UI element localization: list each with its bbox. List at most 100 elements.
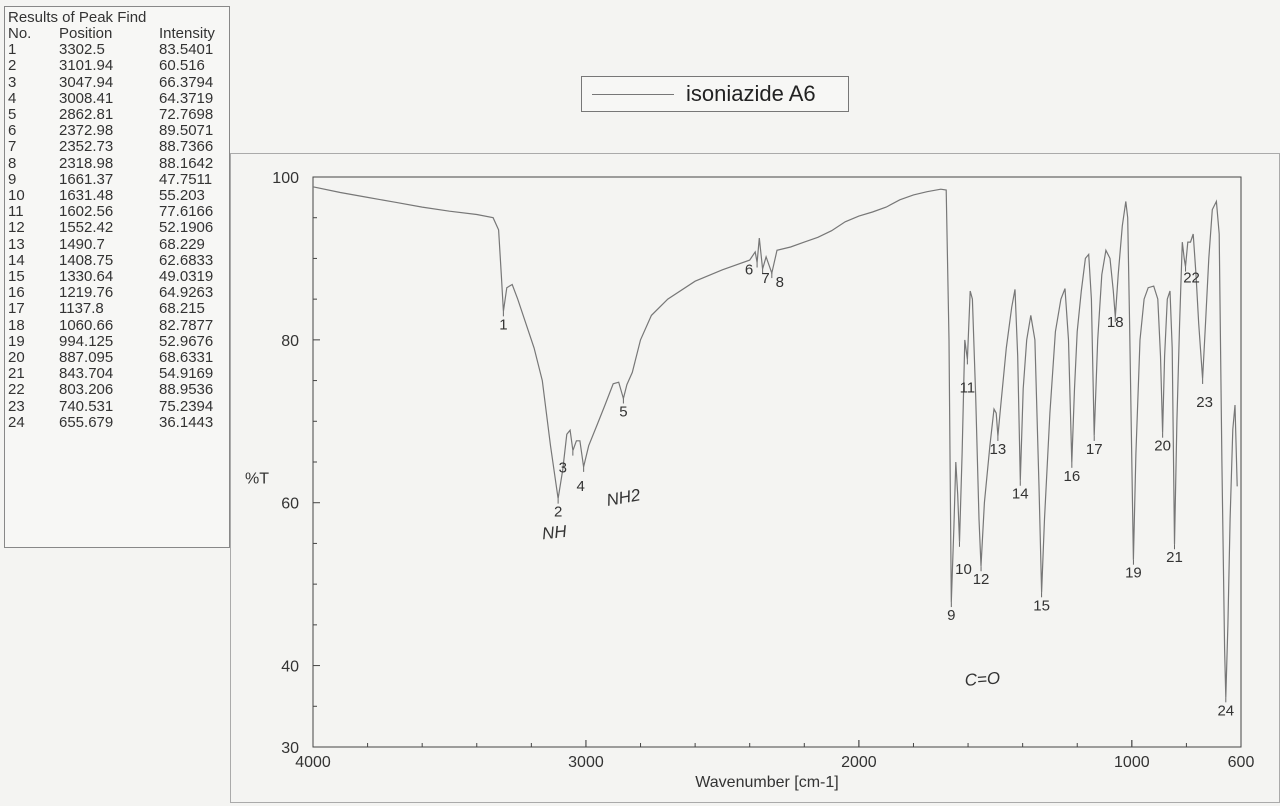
- table-row: 24 655.679 36.1443: [8, 413, 227, 431]
- y-tick-label: 30: [281, 740, 299, 757]
- peak-no: 21: [8, 365, 25, 383]
- peak-position: 1219.76: [59, 284, 114, 302]
- peak-label: 23: [1196, 394, 1213, 411]
- handwritten-note: NH: [541, 522, 568, 544]
- peak-label: 1: [499, 316, 507, 333]
- peak-position: 1490.7: [59, 235, 105, 253]
- peak-intensity: 64.3719: [159, 89, 214, 107]
- table-row: 15 1330.64 49.0319: [8, 268, 227, 286]
- peak-label: 12: [973, 571, 990, 588]
- table-row: 22 803.206 88.9536: [8, 382, 227, 398]
- peak-intensity: 89.5071: [159, 122, 214, 140]
- peak-label: 13: [990, 441, 1007, 458]
- peak-no: 13: [8, 235, 25, 253]
- peak-table-body: 1 3302.5 83.5401 2 3101.94 60.516 3 3047.94 66.3…: [8, 42, 227, 431]
- peak-no: 2: [8, 57, 17, 75]
- header-intensity: Intensity: [159, 25, 215, 42]
- table-row: 9 1661.37 47.7511: [8, 170, 227, 188]
- peak-label: 15: [1033, 597, 1050, 614]
- peak-intensity: 68.215: [159, 300, 205, 318]
- x-tick-label: 600: [1228, 754, 1255, 771]
- header-position: Position: [59, 25, 113, 42]
- peak-position: 655.679: [59, 413, 114, 431]
- peak-label: 21: [1166, 549, 1183, 566]
- x-tick-label: 2000: [841, 754, 877, 771]
- peak-position: 843.704: [59, 365, 114, 383]
- peak-intensity: 62.6833: [159, 251, 214, 269]
- peak-label: 3: [559, 460, 567, 477]
- table-row: 6 2372.98 89.5071: [8, 123, 227, 139]
- table-row: 8 2318.98 88.1642: [8, 154, 227, 172]
- peak-position: 2862.81: [59, 106, 114, 124]
- peak-no: 1: [8, 41, 17, 59]
- peak-table-header-row: No. Position Intensity: [8, 25, 227, 42]
- legend-label: isoniazide A6: [686, 81, 816, 106]
- table-row: 19 994.125 52.9676: [8, 332, 227, 350]
- handwritten-annotations: NH NH2 C=O: [541, 485, 1001, 690]
- peak-label: 4: [576, 478, 584, 495]
- table-row: 12 1552.42 52.1906: [8, 220, 227, 236]
- table-row: 23 740.531 75.2394: [8, 397, 227, 415]
- peak-position: 1330.64: [59, 268, 114, 286]
- peak-position: 2318.98: [59, 154, 114, 172]
- y-tick-label: 60: [281, 496, 299, 513]
- peak-intensity: 82.7877: [159, 316, 214, 334]
- peak-position: 803.206: [59, 381, 114, 399]
- peak-intensity: 52.9676: [159, 332, 214, 350]
- peak-label: 10: [955, 561, 972, 578]
- peak-intensity: 55.203: [159, 187, 205, 205]
- peak-find-table: Results of Peak Find No. Position Intens…: [4, 6, 230, 548]
- peak-no: 6: [8, 122, 17, 140]
- peak-no: 18: [8, 316, 25, 334]
- peak-label: 7: [761, 270, 769, 287]
- y-tick-label: 40: [281, 659, 299, 676]
- peak-label: 8: [776, 274, 784, 291]
- peak-position: 887.095: [59, 349, 114, 367]
- peak-position: 3101.94: [59, 57, 114, 75]
- peak-intensity: 64.9263: [159, 284, 214, 302]
- peak-position: 3008.41: [59, 89, 114, 107]
- peak-position: 2352.73: [59, 138, 114, 156]
- peak-intensity: 60.516: [159, 57, 205, 75]
- peak-label: 2: [554, 504, 562, 521]
- table-row: 16 1219.76 64.9263: [8, 285, 227, 301]
- peak-no: 3: [8, 73, 17, 91]
- peak-intensity: 66.3794: [159, 73, 214, 91]
- peak-label: 18: [1107, 314, 1124, 331]
- table-row: 1 3302.5 83.5401: [8, 42, 227, 58]
- peak-intensity: 75.2394: [159, 397, 214, 415]
- peak-intensity: 88.7366: [159, 138, 214, 156]
- table-row: 3 3047.94 66.3794: [8, 73, 227, 91]
- peak-no: 9: [8, 170, 17, 188]
- y-tick-label: 80: [281, 333, 299, 350]
- peak-position: 740.531: [59, 397, 114, 415]
- peak-position: 1137.8: [59, 300, 104, 318]
- peak-intensity: 83.5401: [159, 41, 214, 59]
- peak-position: 3302.5: [59, 41, 105, 59]
- peak-no: 17: [8, 300, 25, 318]
- peak-no: 11: [8, 203, 24, 221]
- handwritten-note: NH2: [605, 485, 642, 510]
- peak-no: 16: [8, 284, 25, 302]
- peak-position: 1661.37: [59, 170, 114, 188]
- peak-label: 14: [1012, 486, 1029, 503]
- peak-intensity: 54.9169: [159, 365, 214, 383]
- peak-no: 14: [8, 251, 25, 269]
- peak-position: 994.125: [59, 332, 114, 350]
- peak-no: 23: [8, 397, 25, 415]
- peak-no: 10: [8, 187, 25, 205]
- peak-intensity: 68.6331: [159, 349, 214, 367]
- peak-no: 8: [8, 154, 17, 172]
- peak-label: 5: [619, 403, 627, 420]
- x-tick-label: 1000: [1114, 754, 1150, 771]
- table-row: 21 843.704 54.9169: [8, 366, 227, 382]
- chart-legend: isoniazide A6: [581, 76, 849, 112]
- table-row: 13 1490.7 68.229: [8, 235, 227, 253]
- table-row: 11 1602.56 77.6166: [8, 204, 227, 220]
- legend-swatch: [592, 94, 674, 95]
- table-row: 2 3101.94 60.516: [8, 58, 227, 74]
- peak-position: 1631.48: [59, 187, 114, 205]
- peak-no: 7: [8, 138, 17, 156]
